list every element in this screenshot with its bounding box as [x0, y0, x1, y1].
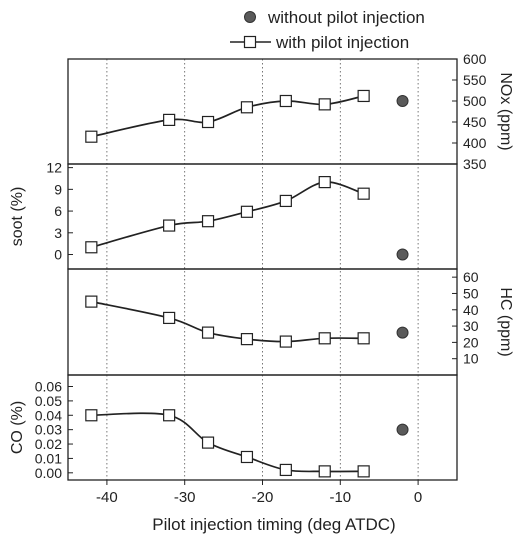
data-point-with-pilot	[279, 335, 292, 348]
x-tick-label: -30	[174, 489, 196, 506]
y-tick-label: 40	[463, 302, 479, 318]
y-tick-label: 0.01	[35, 450, 62, 466]
y-axis-label: soot (%)	[9, 187, 26, 247]
x-tick-label: 0	[414, 489, 422, 506]
series-line-with-pilot	[91, 181, 364, 249]
legend-marker-with-pilot	[243, 35, 257, 49]
y-tick-label: 30	[463, 318, 479, 334]
data-point-with-pilot	[85, 241, 98, 254]
data-point-with-pilot	[240, 333, 254, 346]
y-tick-label: 3	[54, 225, 62, 241]
y-tick-label: 0.02	[35, 436, 62, 452]
legend: without pilot injection with pilot injec…	[230, 8, 425, 52]
y-tick-label: 0.04	[35, 407, 62, 423]
data-point-with-pilot	[357, 187, 370, 200]
data-point-without-pilot	[396, 248, 409, 261]
data-point-with-pilot	[85, 295, 98, 308]
legend-label-with-pilot: with pilot injection	[275, 33, 409, 52]
data-point-with-pilot	[279, 194, 292, 208]
data-point-with-pilot	[163, 219, 176, 232]
y-tick-label: 0.03	[35, 422, 62, 438]
y-tick-label: 60	[463, 269, 479, 285]
data-point-with-pilot	[201, 326, 215, 339]
data-point-with-pilot	[318, 176, 331, 189]
data-point-with-pilot	[85, 409, 98, 422]
y-tick-label: 50	[463, 285, 479, 301]
y-tick-label: 400	[463, 135, 487, 151]
data-point-with-pilot	[357, 332, 370, 345]
data-point-without-pilot	[396, 326, 409, 339]
data-point-with-pilot	[201, 436, 215, 449]
y-tick-label: 20	[463, 334, 479, 350]
data-point-without-pilot	[396, 95, 409, 107]
data-point-with-pilot	[240, 205, 254, 218]
y-tick-label: 500	[463, 93, 487, 109]
data-point-without-pilot	[396, 423, 409, 436]
data-point-with-pilot	[279, 94, 292, 108]
y-axis-label: NOx (ppm)	[497, 72, 514, 150]
y-tick-label: 0.05	[35, 393, 62, 409]
y-tick-label: 9	[54, 181, 62, 197]
legend-label-without-pilot: without pilot injection	[267, 8, 425, 27]
data-point-with-pilot	[357, 465, 370, 478]
y-axis-label: HC (ppm)	[497, 287, 514, 356]
data-point-with-pilot	[318, 98, 331, 111]
series-line-with-pilot	[91, 412, 364, 473]
data-point-with-pilot	[240, 450, 254, 464]
data-point-with-pilot	[318, 465, 331, 478]
x-tick-label: -20	[252, 489, 274, 506]
legend-marker-without-pilot	[244, 11, 256, 23]
y-tick-label: 350	[463, 156, 487, 172]
y-tick-label: 450	[463, 114, 487, 130]
data-point-with-pilot	[201, 115, 215, 129]
y-axis-label: CO (%)	[9, 401, 26, 454]
data-point-with-pilot	[163, 113, 176, 127]
y-tick-label: 600	[463, 51, 487, 67]
data-point-with-pilot	[201, 215, 215, 228]
data-point-with-pilot	[357, 89, 370, 103]
data-point-with-pilot	[163, 311, 176, 325]
x-axis-label: Pilot injection timing (deg ATDC)	[152, 515, 395, 534]
data-point-with-pilot	[163, 409, 176, 422]
x-tick-label: -10	[329, 489, 351, 506]
y-tick-label: 12	[46, 160, 62, 176]
y-tick-label: 0	[54, 247, 62, 263]
data-point-with-pilot	[85, 130, 98, 143]
data-point-with-pilot	[279, 463, 292, 477]
y-tick-label: 0.00	[35, 465, 62, 481]
y-tick-label: 0.06	[35, 379, 62, 395]
data-point-with-pilot	[318, 332, 331, 345]
x-tick-label: -40	[96, 489, 118, 506]
y-tick-label: 550	[463, 72, 487, 88]
y-tick-label: 10	[463, 351, 479, 367]
data-point-with-pilot	[240, 101, 254, 114]
y-tick-label: 6	[54, 203, 62, 219]
